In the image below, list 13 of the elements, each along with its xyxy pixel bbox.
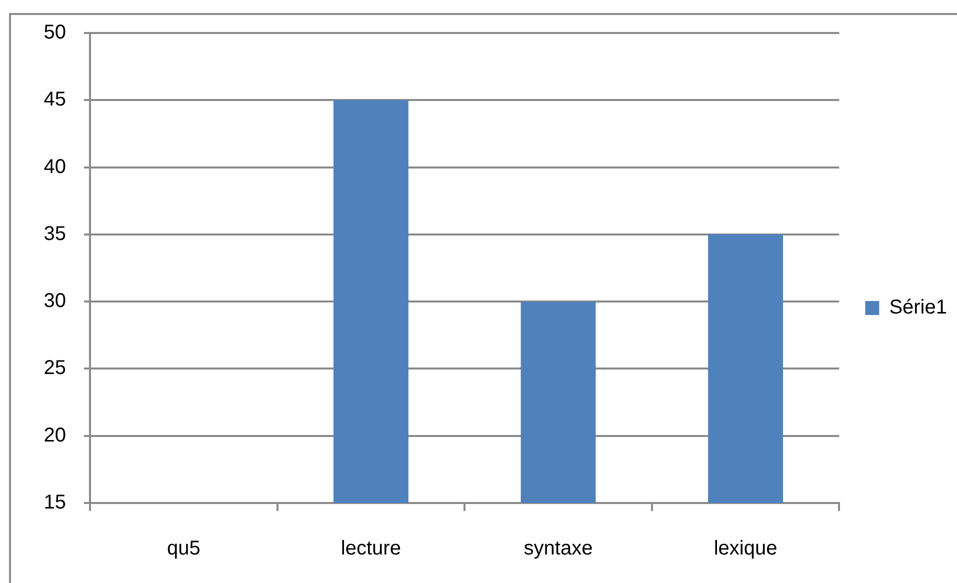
x-tick-label: lecture [340,538,401,560]
y-tick-label: 15 [44,492,66,514]
y-tick-label: 35 [44,222,66,245]
y-tick-label: 30 [44,290,66,312]
x-tick-label: qu5 [166,538,200,560]
legend-label: Série1 [889,296,947,319]
x-tick-label: lexique [714,538,778,560]
y-tick-label: 25 [44,357,66,380]
x-tick-label: syntaxe [524,538,593,560]
y-tick-label: 50 [44,22,66,44]
y-tick-label: 20 [44,424,66,446]
y-tick-label: 40 [44,156,66,178]
y-tick-label: 45 [44,88,66,111]
